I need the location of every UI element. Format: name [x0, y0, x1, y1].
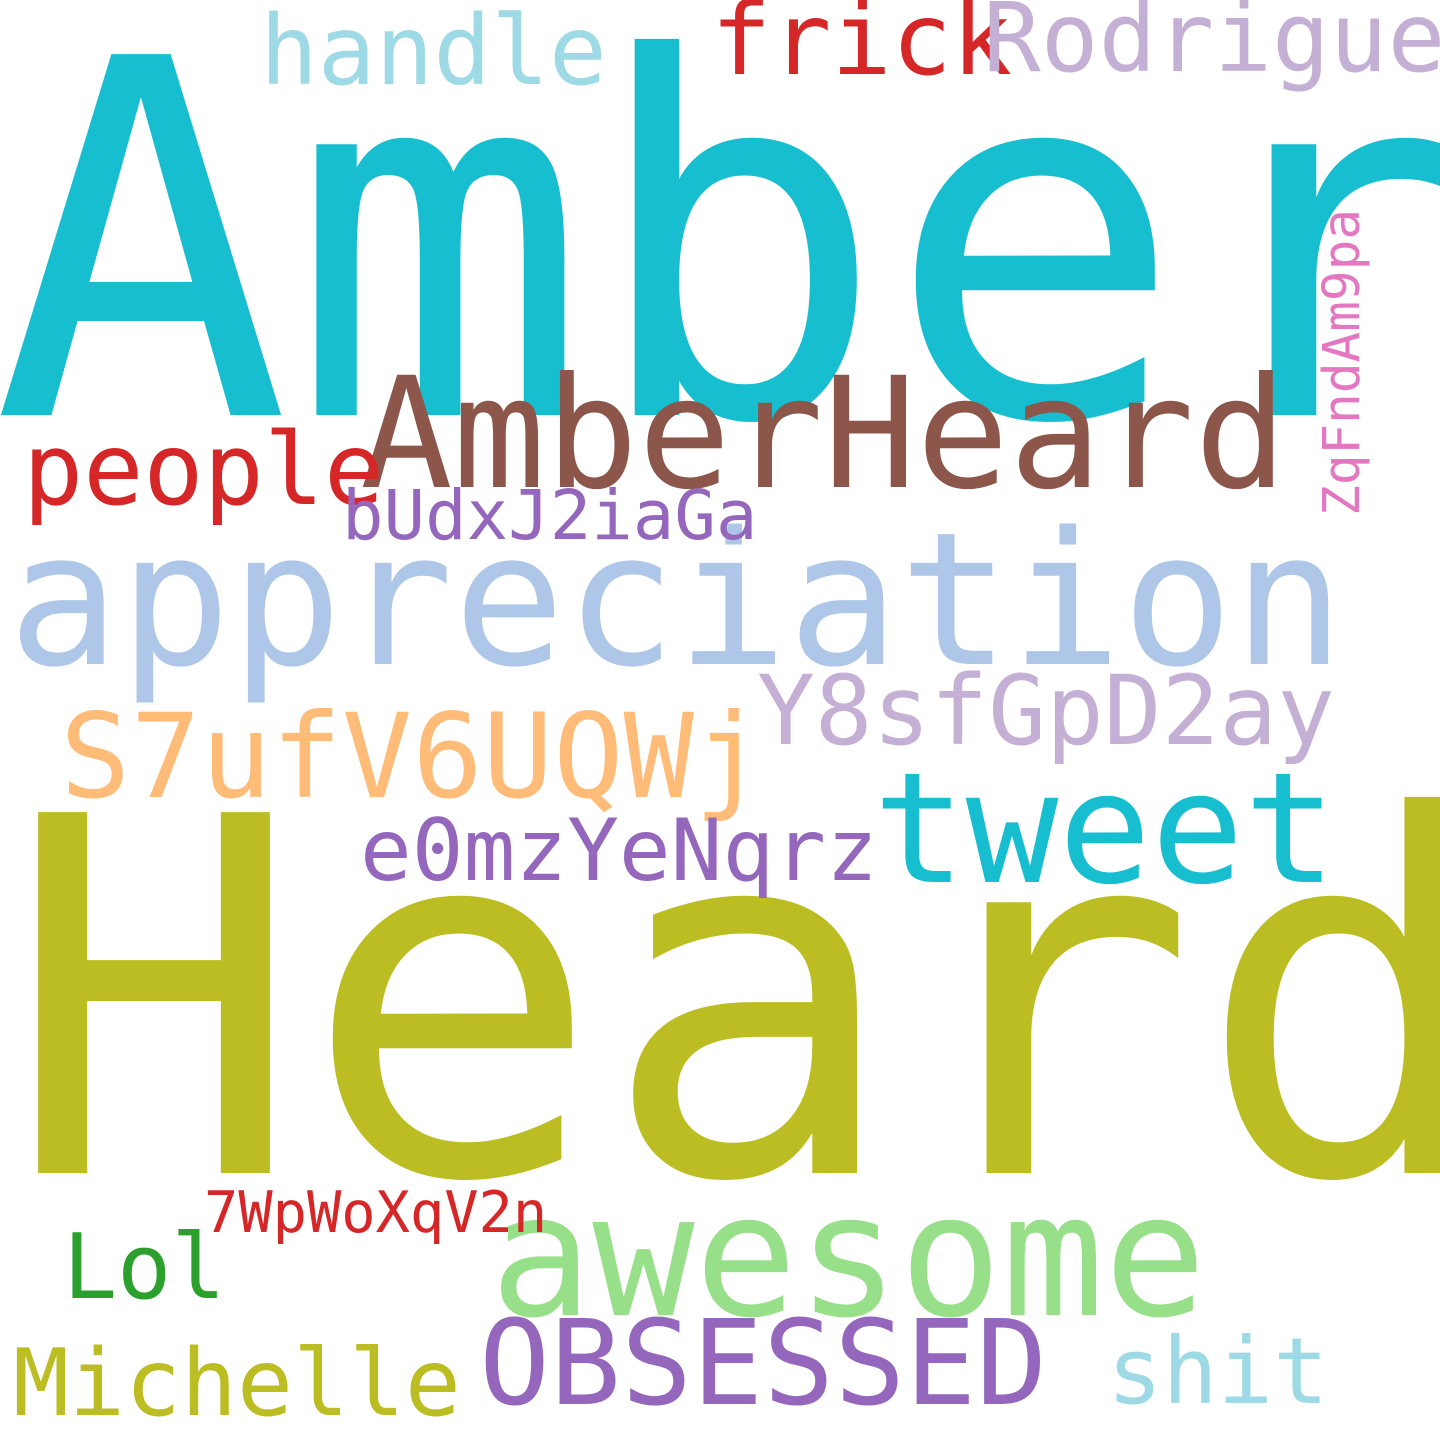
word-obsessed: OBSESSED [479, 1294, 1048, 1432]
word-amberheard: AmberHeard [360, 345, 1288, 524]
word-heard: Heard [5, 714, 1440, 1290]
word-e0mzyenqrz: e0mzYeNqrz [360, 801, 878, 901]
word-amber: Amber [0, 0, 1440, 532]
word-people: people [23, 411, 385, 528]
word-lol: Lol [63, 1215, 226, 1320]
word-shit: shit [1107, 1318, 1329, 1425]
word-7wpwoxqv2n: 7WpWoXqV2n [204, 1180, 548, 1246]
word-rodriguez: Rodriguez [983, 0, 1440, 94]
word-michelle: Michelle [13, 1329, 461, 1437]
word-s7ufv6uqwj: S7ufV6UQWj [60, 688, 765, 825]
word-budxj2iaga: bUdxJ2iaGa [342, 476, 758, 556]
word-handle: handle [260, 0, 607, 107]
word-y8sfgpd2ay: Y8sfGpD2ay [757, 655, 1335, 767]
word-awesome: awesome [490, 1158, 1207, 1356]
word-frick: frick [711, 0, 1013, 98]
word-zqfndam9pa: ZqFndAm9pa [1313, 208, 1372, 516]
word-tweet: tweet [873, 740, 1337, 919]
word-appreciation: appreciation [8, 492, 1345, 708]
